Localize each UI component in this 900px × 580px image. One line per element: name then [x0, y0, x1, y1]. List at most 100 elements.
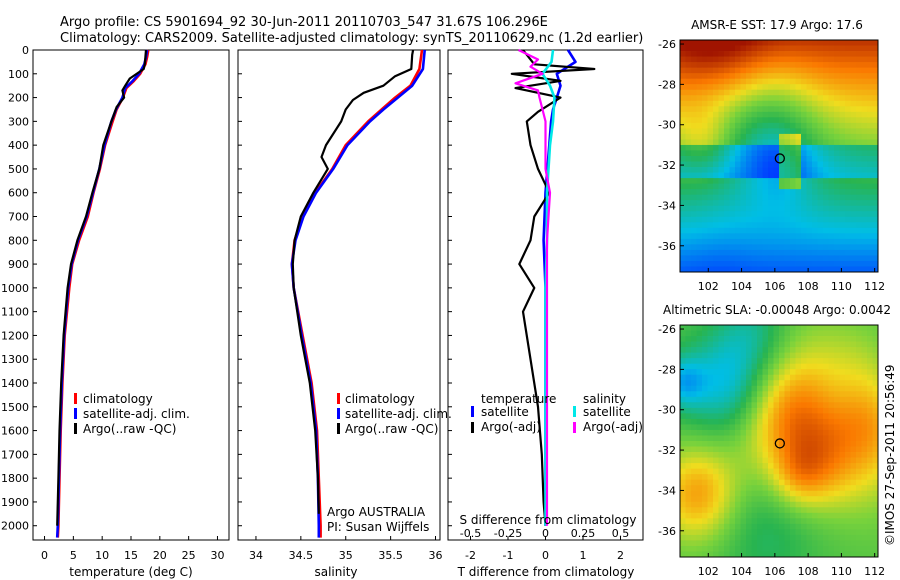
heatmap-cell: [757, 468, 763, 475]
heatmap-cell: [702, 540, 708, 547]
heatmap-cell: [872, 128, 879, 135]
heatmap-cell: [823, 363, 829, 370]
heatmap-cell: [768, 200, 774, 207]
heatmap-cell: [867, 189, 873, 196]
heatmap-cell: [867, 424, 873, 431]
heatmap-cell: [713, 369, 719, 376]
heatmap-cell: [757, 150, 763, 157]
heatmap-cell: [839, 457, 846, 464]
argo-position-marker: [774, 153, 785, 164]
salinity-legend: climatology satellite-adj. clim. Argo(..…: [337, 392, 452, 436]
heatmap-cell: [872, 347, 879, 354]
heatmap-cell: [806, 200, 813, 207]
heatmap-cell: [707, 363, 714, 370]
heatmap-cell: [839, 347, 846, 354]
heatmap-cell: [867, 330, 873, 337]
heatmap-cell: [872, 150, 879, 157]
heatmap-cell: [828, 67, 835, 74]
heatmap-cell: [696, 452, 703, 458]
heatmap-cell: [790, 238, 796, 245]
heatmap-cell: [713, 144, 719, 151]
heatmap-cell: [856, 222, 862, 229]
heatmap-cell: [773, 45, 780, 52]
heatmap-cell: [839, 429, 846, 436]
heatmap-cell: [817, 496, 824, 503]
heatmap-cell: [751, 260, 758, 267]
heatmap-cell: [768, 529, 774, 536]
heatmap-cell: [757, 100, 763, 107]
heatmap-cell: [850, 485, 857, 492]
heatmap-cell: [812, 347, 818, 354]
heatmap-cell: [806, 501, 813, 508]
heatmap-cell: [867, 172, 873, 179]
heatmap-cell: [828, 529, 835, 536]
heatmap-cell: [751, 551, 758, 558]
heatmap-cell: [729, 374, 736, 381]
heatmap-cell: [718, 496, 725, 503]
heatmap-cell: [718, 144, 725, 151]
heatmap-cell: [685, 178, 692, 185]
heatmap-cell: [757, 347, 763, 354]
heatmap-cell: [828, 452, 835, 458]
heatmap-cell: [834, 205, 840, 212]
heatmap-cell: [751, 106, 758, 113]
heatmap-cell: [839, 255, 846, 262]
heatmap-cell: [702, 468, 708, 475]
heatmap-cell: [801, 117, 807, 124]
pi-annotation: PI: Susan Wijffels: [327, 520, 429, 534]
heatmap-cell: [817, 463, 824, 470]
heatmap-cell: [762, 441, 769, 447]
heatmap-cell: [713, 95, 719, 102]
heatmap-cell: [861, 183, 868, 190]
heatmap-cell: [790, 407, 796, 414]
heatmap-cell: [729, 73, 736, 80]
heatmap-cell: [823, 139, 829, 146]
heatmap-cell: [861, 244, 868, 251]
heatmap-cell: [713, 40, 719, 46]
heatmap-cell: [867, 496, 873, 503]
heatmap-cell: [680, 233, 686, 240]
heatmap-cell: [729, 133, 736, 140]
heatmap-cell: [746, 369, 752, 376]
heatmap-cell: [795, 429, 802, 436]
heatmap-cell: [757, 117, 763, 124]
heatmap-cell: [713, 512, 719, 519]
heatmap-cell: [790, 73, 796, 80]
heatmap-cell: [861, 429, 868, 436]
heatmap-cell: [746, 347, 752, 354]
heatmap-cell: [702, 106, 708, 113]
heatmap-cell: [784, 266, 791, 273]
depth-tick-label: 1900: [1, 496, 29, 509]
heatmap-cell: [735, 474, 741, 481]
heatmap-cell: [691, 463, 697, 470]
heatmap-cell: [702, 341, 708, 348]
heatmap-cell: [718, 95, 725, 102]
heatmap-cell: [724, 40, 730, 46]
heatmap-cell: [762, 222, 769, 229]
heatmap-cell: [839, 233, 846, 240]
heatmap-cell: [768, 178, 774, 185]
heatmap-cell: [751, 73, 758, 80]
heatmap-cell: [735, 479, 741, 486]
heatmap-cell: [834, 446, 840, 453]
heatmap-cell: [680, 45, 686, 52]
heatmap-cell: [839, 336, 846, 342]
heatmap-cell: [834, 551, 840, 558]
heatmap-cell: [773, 194, 780, 201]
heatmap-cell: [757, 128, 763, 135]
heatmap-cell: [707, 518, 714, 525]
heatmap-cell: [773, 260, 780, 267]
heatmap-cell: [839, 485, 846, 492]
heatmap-cell: [691, 363, 697, 370]
heatmap-cell: [806, 424, 813, 431]
heatmap-cell: [828, 266, 835, 273]
heatmap-cell: [751, 529, 758, 536]
heatmap-cell: [828, 178, 835, 185]
heatmap-cell: [867, 374, 873, 381]
heatmap-cell: [729, 457, 736, 464]
heatmap-cell: [718, 200, 725, 207]
heatmap-cell: [806, 418, 813, 425]
heatmap-cell: [828, 518, 835, 525]
heatmap-cell: [735, 496, 741, 503]
heatmap-cell: [795, 490, 802, 497]
